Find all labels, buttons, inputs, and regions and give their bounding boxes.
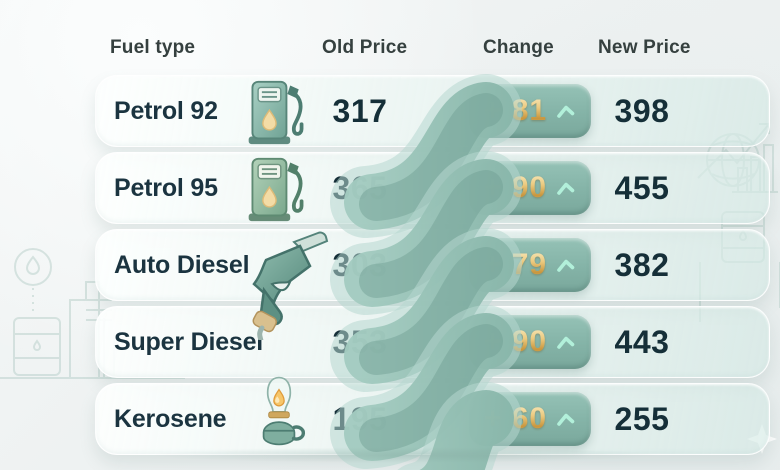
- fuel-pump-icon: [246, 78, 308, 146]
- column-header-old-price: Old Price: [322, 37, 408, 58]
- change-value: + 79: [483, 248, 548, 281]
- old-price-value: 365: [332, 170, 388, 206]
- fuel-type-label: Super Diesel: [114, 328, 264, 356]
- change-badge: + 81: [469, 84, 591, 138]
- table-shadow: [150, 447, 660, 463]
- change-badge: + 79: [469, 238, 591, 292]
- oil-drop-icon: [14, 248, 52, 314]
- fuel-type-label: Auto Diesel: [114, 251, 250, 279]
- table-row-kerosene: Kerosene 195 + 60 255: [95, 376, 770, 455]
- fuel-pump-icon: [246, 155, 308, 223]
- fuel-nozzle-icon: [236, 228, 331, 340]
- arrow-up-icon: [557, 336, 575, 349]
- new-price-value: 255: [614, 401, 670, 437]
- oil-barrel-icon: [13, 317, 61, 376]
- old-price-value: 317: [332, 93, 388, 129]
- change-value: + 81: [483, 94, 548, 127]
- oil-lamp-icon: [249, 371, 309, 451]
- change-value: + 60: [483, 402, 548, 435]
- fuel-type-label: Petrol 95: [114, 174, 218, 202]
- change-badge: + 90: [469, 161, 591, 215]
- change-value: + 90: [483, 325, 548, 358]
- change-badge: + 60: [469, 392, 591, 446]
- old-price-value: 195: [332, 401, 388, 437]
- arrow-up-icon: [557, 413, 575, 426]
- change-badge: + 90: [469, 315, 591, 369]
- table-row-petrol-95: Petrol 95 365 + 90 455: [95, 152, 770, 224]
- fuel-type-label: Kerosene: [114, 405, 227, 433]
- table-row-super-diesel: Super Diesel 353 + 90 443: [95, 306, 770, 378]
- change-value: + 90: [483, 171, 548, 204]
- column-header-fuel-type: Fuel type: [110, 37, 196, 58]
- arrow-up-icon: [557, 259, 575, 272]
- new-price-value: 382: [614, 247, 670, 283]
- fuel-type-label: Petrol 92: [114, 97, 218, 125]
- column-header-new-price: New Price: [598, 37, 691, 58]
- new-price-value: 455: [614, 170, 670, 206]
- arrow-up-icon: [557, 105, 575, 118]
- table-row-petrol-92: Petrol 92 317 + 81 398: [95, 75, 770, 147]
- table-row-auto-diesel: Auto Diesel 303 + 79 382: [95, 229, 770, 301]
- arrow-up-icon: [557, 182, 575, 195]
- new-price-value: 443: [614, 324, 670, 360]
- column-header-change: Change: [483, 37, 554, 58]
- new-price-value: 398: [614, 93, 670, 129]
